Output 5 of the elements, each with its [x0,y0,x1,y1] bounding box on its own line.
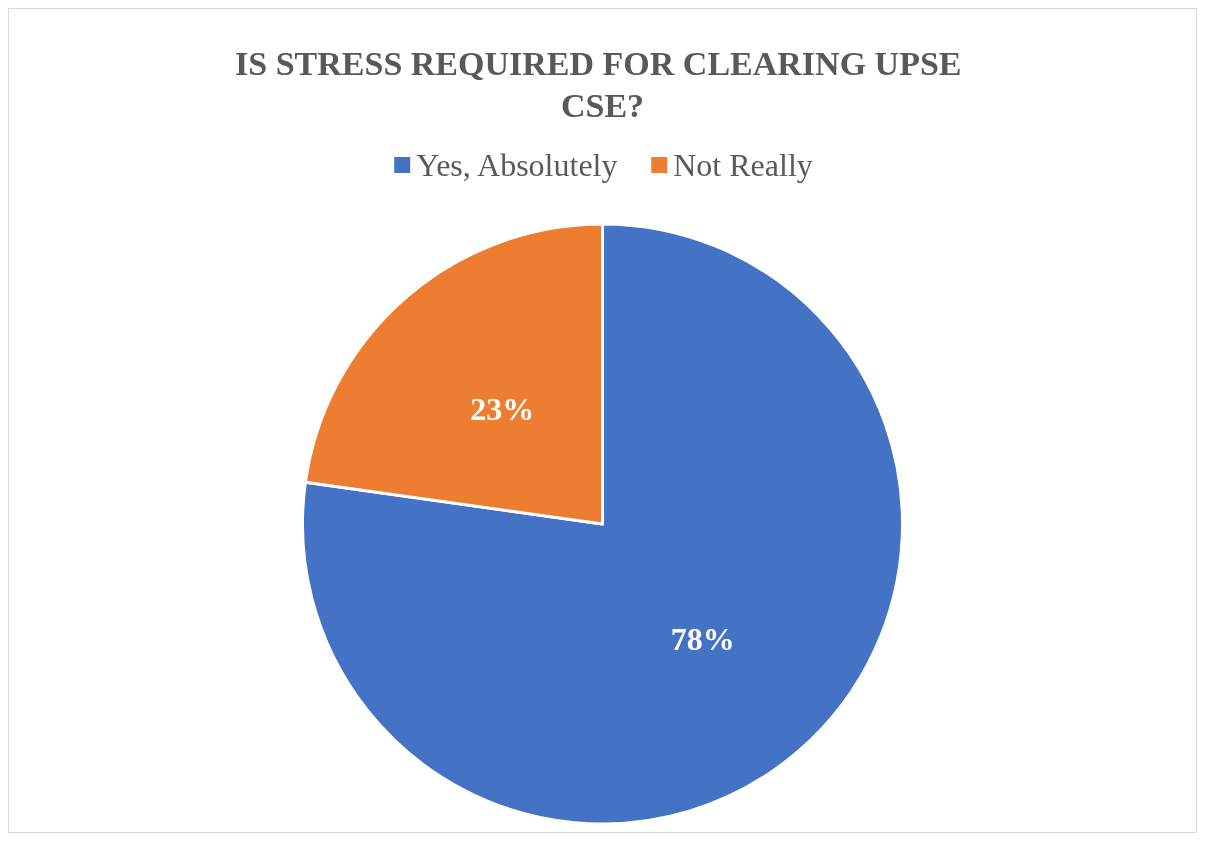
chart-title: IS STRESS REQUIRED FOR CLEARING UPSE CSE? [235,44,970,124]
data-label: 23% [470,390,535,427]
legend-label: Not Really [673,147,813,183]
legend-label: Yes, Absolutely [416,147,618,183]
data-label: 78% [670,621,735,658]
